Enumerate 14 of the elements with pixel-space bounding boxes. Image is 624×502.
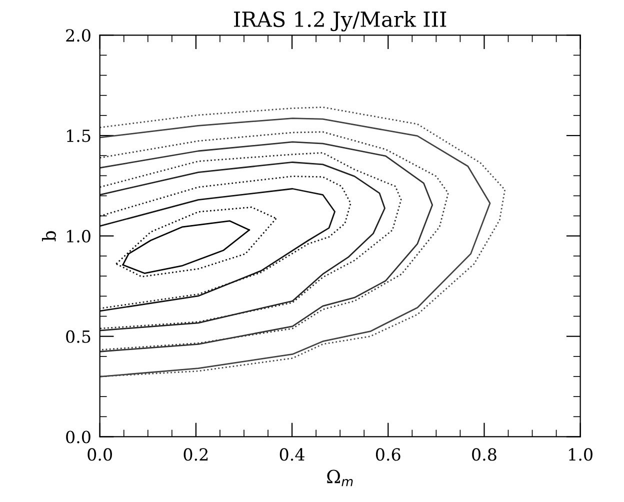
y-tick-label: 1.0 [67,230,90,243]
y-axis-title: b [42,231,56,242]
y-tick-label: 0.5 [66,330,90,343]
x-tick-label: 0.2 [184,448,208,461]
x-tick-label: 0.0 [88,448,112,461]
chart-title: IRAS 1.2 Jy/Mark III [234,10,446,32]
y-tick-label: 2.0 [66,29,90,42]
x-tick-label: 0.8 [472,448,496,461]
x-tick-label: 1.0 [569,448,592,461]
y-tick-label: 0.0 [66,430,90,444]
y-tick-label: 1.5 [67,130,90,142]
x-axis-title: Ω$_{m}$ [327,470,353,486]
x-tick-label: 0.4 [280,448,304,461]
x-tick-label: 0.6 [376,448,400,461]
